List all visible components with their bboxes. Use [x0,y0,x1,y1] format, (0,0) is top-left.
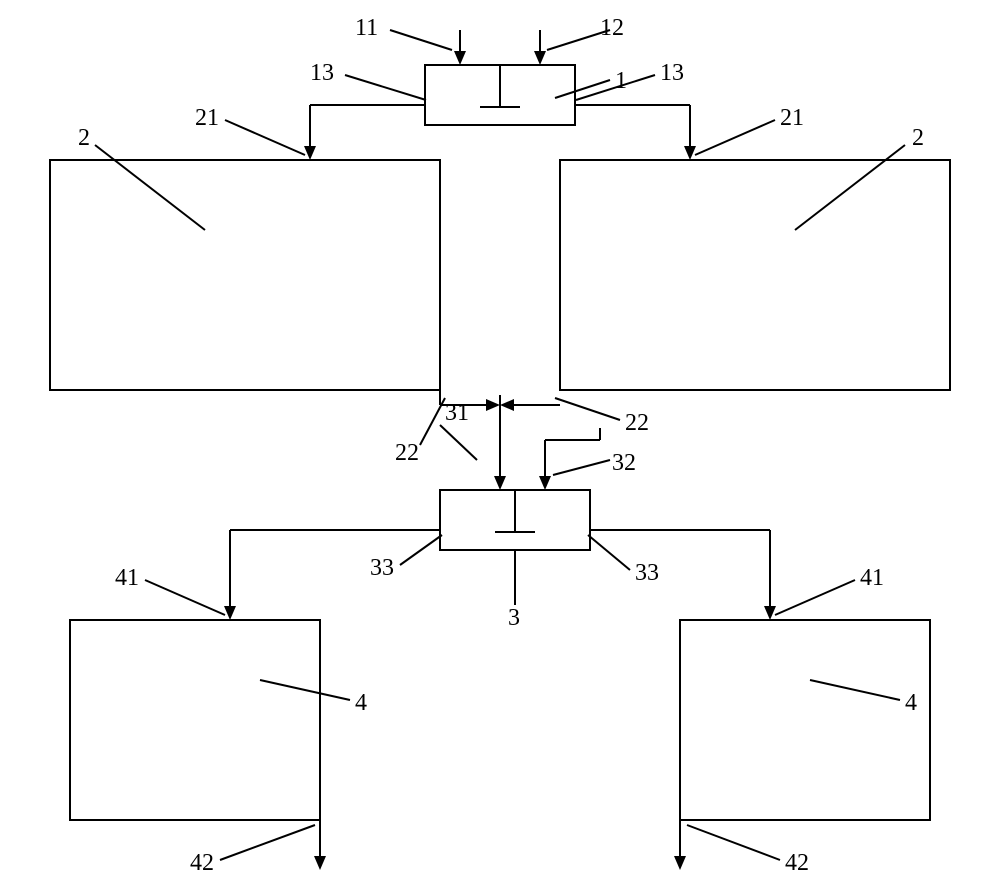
label-t22a: 22 [395,440,419,466]
leader-line [260,680,350,700]
arrowhead-icon [500,399,514,411]
label-t13b: 13 [660,60,684,86]
lower-left-box [70,620,320,820]
leader-line [695,120,775,155]
leader-line [220,825,315,860]
leader-line [225,120,305,155]
label-t13a: 13 [310,60,334,86]
leader-line [687,825,780,860]
leader-line [775,580,855,615]
label-t33a: 33 [370,555,394,581]
leader-line [345,75,426,100]
leader-line [145,580,225,615]
arrowhead-icon [534,51,546,65]
leader-line [810,680,900,700]
leader-line [95,145,205,230]
arrowhead-icon [314,856,326,870]
leader-line [555,398,620,420]
label-t42b: 42 [785,850,809,876]
label-t11: 11 [355,15,378,41]
leader-line [553,460,610,475]
label-t3: 3 [508,605,520,631]
label-t31: 31 [445,400,469,426]
arrowhead-icon [764,606,776,620]
arrowhead-icon [684,146,696,160]
label-t41a: 41 [115,565,139,591]
arrowhead-icon [454,51,466,65]
leader-line [400,535,442,565]
leader-line [420,398,445,445]
label-t33b: 33 [635,560,659,586]
label-t42a: 42 [190,850,214,876]
label-t41b: 41 [860,565,884,591]
arrowhead-icon [224,606,236,620]
label-t32: 32 [612,450,636,476]
arrowhead-icon [304,146,316,160]
arrowhead-icon [494,476,506,490]
leader-line [440,425,477,460]
label-t12: 12 [600,15,624,41]
leader-line [390,30,452,50]
label-t2a: 2 [78,125,90,151]
upper-right-box [560,160,950,390]
lower-right-box [680,620,930,820]
label-t4b: 4 [905,690,917,716]
arrowhead-icon [486,399,500,411]
arrowhead-icon [674,856,686,870]
leader-line [588,535,630,570]
label-t2b: 2 [912,125,924,151]
diagram-canvas: 11121313121212222223132333334141444242 [0,0,1000,890]
label-t4a: 4 [355,690,367,716]
label-t22b: 22 [625,410,649,436]
arrowhead-icon [539,476,551,490]
upper-left-box [50,160,440,390]
label-t1: 1 [615,68,627,94]
label-t21b: 21 [780,105,804,131]
label-t21a: 21 [195,105,219,131]
leader-line [795,145,905,230]
leader-line [555,80,610,98]
